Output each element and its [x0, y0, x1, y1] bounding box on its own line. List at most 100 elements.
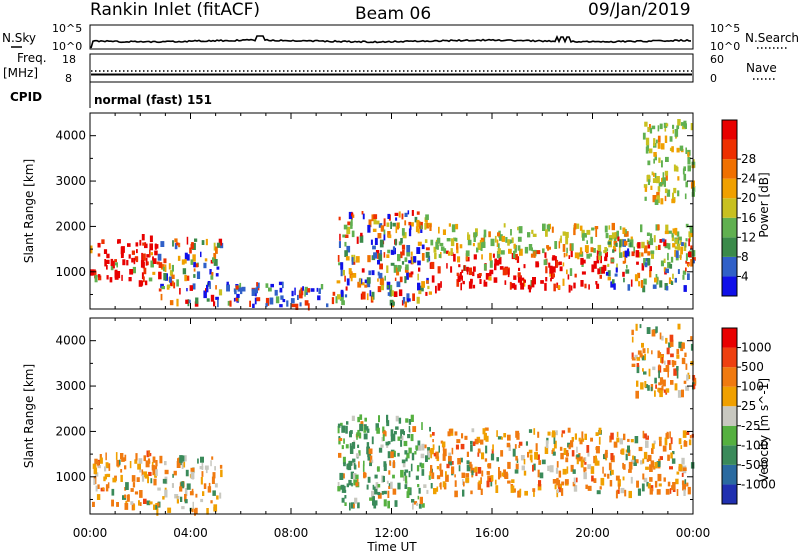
station-title: Rankin Inlet (fitACF)	[90, 0, 260, 20]
heatmap-cell	[581, 431, 584, 439]
heatmap-cell	[401, 300, 404, 306]
heatmap-cell	[279, 304, 283, 308]
heatmap-cell	[565, 457, 569, 463]
heatmap-cell	[110, 258, 114, 266]
heatmap-cell	[597, 244, 602, 252]
heatmap-cell	[359, 235, 364, 243]
heatmap-cell	[380, 284, 384, 291]
heatmap-cell	[649, 464, 653, 472]
heatmap-cell	[665, 156, 669, 162]
heatmap-cell	[616, 230, 619, 239]
heatmap-cell	[110, 263, 114, 271]
heatmap-cell	[416, 465, 420, 472]
heatmap-cell	[672, 124, 675, 129]
heatmap-cell	[90, 269, 94, 276]
heatmap-cell	[666, 431, 669, 440]
heatmap-cell	[617, 479, 621, 487]
heatmap-cell	[420, 463, 425, 469]
heatmap-cell	[500, 450, 504, 457]
nsky-label: N.Sky	[2, 31, 36, 45]
heatmap-cell	[386, 265, 389, 273]
heatmap-cell	[625, 453, 628, 461]
heatmap-cell	[558, 470, 562, 478]
heatmap-cell	[626, 264, 628, 269]
heatmap-cell	[642, 458, 645, 464]
heatmap-cell	[599, 274, 602, 279]
heatmap-cell	[448, 428, 453, 434]
heatmap-cell	[216, 266, 220, 270]
heatmap-cell	[545, 229, 548, 237]
heatmap-cell	[649, 238, 654, 246]
heatmap-cell	[568, 255, 571, 259]
heatmap-cell	[657, 142, 661, 149]
heatmap-cell	[631, 251, 635, 257]
colorbar-swatch	[722, 256, 737, 277]
heatmap-cell	[509, 239, 513, 244]
colorbar-tick-label: 12	[741, 230, 756, 244]
heatmap-cell	[133, 257, 136, 265]
heatmap-cell	[600, 477, 605, 486]
heatmap-cell	[688, 234, 691, 242]
heatmap-cell	[604, 452, 608, 458]
heatmap-cell	[515, 253, 518, 261]
heatmap-cell	[676, 471, 680, 475]
heatmap-cell	[692, 159, 695, 164]
heatmap-cell	[657, 473, 662, 482]
heatmap-cell	[478, 273, 482, 277]
heatmap-cell	[213, 253, 217, 261]
heatmap-cell	[192, 501, 194, 510]
heatmap-cell	[654, 172, 657, 179]
heatmap-cell	[448, 223, 451, 227]
heatmap-cell	[201, 471, 204, 477]
heatmap-cell	[115, 262, 118, 266]
heatmap-cell	[576, 446, 578, 453]
heatmap-cell	[525, 441, 528, 446]
heatmap-cell	[496, 430, 498, 437]
colorbar-tick-label: 100	[741, 380, 764, 394]
heatmap-cell	[631, 329, 634, 336]
cpid-label: CPID	[10, 90, 42, 104]
heatmap-cell	[651, 171, 654, 176]
heatmap-cell	[613, 441, 618, 448]
heatmap-cell	[408, 272, 413, 278]
heatmap-cell	[516, 256, 520, 263]
heatmap-cell	[421, 469, 425, 476]
heatmap-cell	[194, 238, 198, 242]
heatmap-cell	[416, 211, 420, 215]
heatmap-cell	[642, 132, 646, 140]
velocity-ylabel: Slant Range [km]	[22, 364, 36, 468]
heatmap-cell	[556, 477, 559, 486]
heatmap-cell	[344, 234, 349, 238]
heatmap-cell	[624, 233, 628, 237]
heatmap-cell	[659, 123, 663, 130]
heatmap-cell	[617, 236, 620, 242]
heatmap-cell	[137, 463, 141, 470]
heatmap-cell	[484, 427, 489, 431]
heatmap-cell	[670, 380, 674, 385]
heatmap-cell	[587, 452, 590, 457]
heatmap-cell	[665, 268, 669, 274]
heatmap-cell	[446, 238, 451, 242]
heatmap-cell	[672, 451, 675, 455]
heatmap-cell	[134, 256, 139, 261]
heatmap-cell	[642, 473, 645, 480]
heatmap-cell	[211, 476, 215, 484]
heatmap-cell	[404, 220, 407, 226]
heatmap-cell	[689, 225, 694, 230]
heatmap-cell	[685, 260, 688, 264]
heatmap-cell	[332, 291, 336, 296]
heatmap-cell	[204, 465, 209, 470]
heatmap-cell	[386, 254, 390, 258]
heatmap-cell	[600, 255, 602, 264]
heatmap-cell	[685, 238, 688, 242]
heatmap-cell	[565, 253, 568, 257]
heatmap-cell	[460, 457, 463, 463]
heatmap-cell	[615, 242, 618, 247]
heatmap-cell	[681, 389, 684, 398]
heatmap-cell	[633, 246, 635, 254]
heatmap-cell	[390, 434, 393, 442]
date-title: 09/Jan/2019	[588, 0, 691, 20]
heatmap-cell	[674, 250, 677, 257]
heatmap-cell	[463, 481, 465, 486]
